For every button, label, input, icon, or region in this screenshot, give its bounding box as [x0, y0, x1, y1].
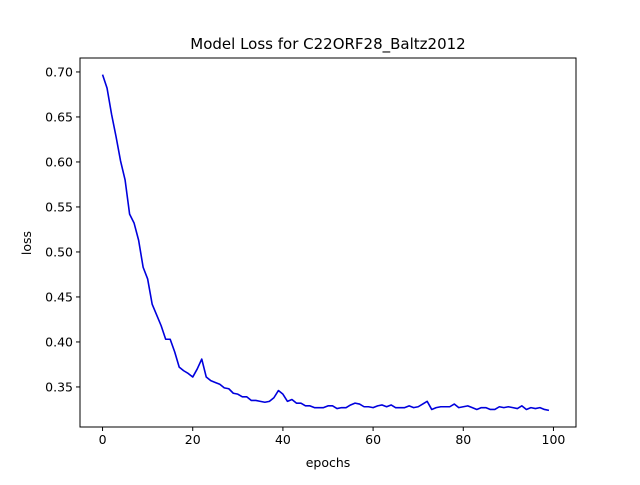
x-tick-label: 100 [542, 432, 566, 447]
y-tick-label: 0.35 [45, 379, 73, 394]
chart-title: Model Loss for C22ORF28_Baltz2012 [190, 35, 465, 54]
x-tick-label: 60 [365, 432, 381, 447]
y-tick-label: 0.60 [45, 154, 73, 169]
y-tick-label: 0.45 [45, 289, 73, 304]
plot-frame [79, 57, 577, 428]
x-axis: 0 20 40 60 80 100 [99, 427, 566, 447]
x-axis-label: epochs [306, 455, 351, 470]
y-axis-label: loss [19, 231, 34, 255]
y-tick-label: 0.70 [45, 64, 73, 79]
y-axis: 0.35 0.40 0.45 0.50 0.55 0.60 0.65 0.70 [45, 64, 80, 394]
series-line-0 [101, 74, 550, 412]
x-tick-label: 80 [455, 432, 471, 447]
x-tick-label: 20 [185, 432, 201, 447]
y-tick-label: 0.55 [45, 199, 73, 214]
y-tick-label: 0.50 [45, 244, 73, 259]
x-tick-label: 0 [99, 432, 107, 447]
x-tick-label: 40 [275, 432, 291, 447]
y-tick-label: 0.65 [45, 109, 73, 124]
y-tick-label: 0.40 [45, 334, 73, 349]
